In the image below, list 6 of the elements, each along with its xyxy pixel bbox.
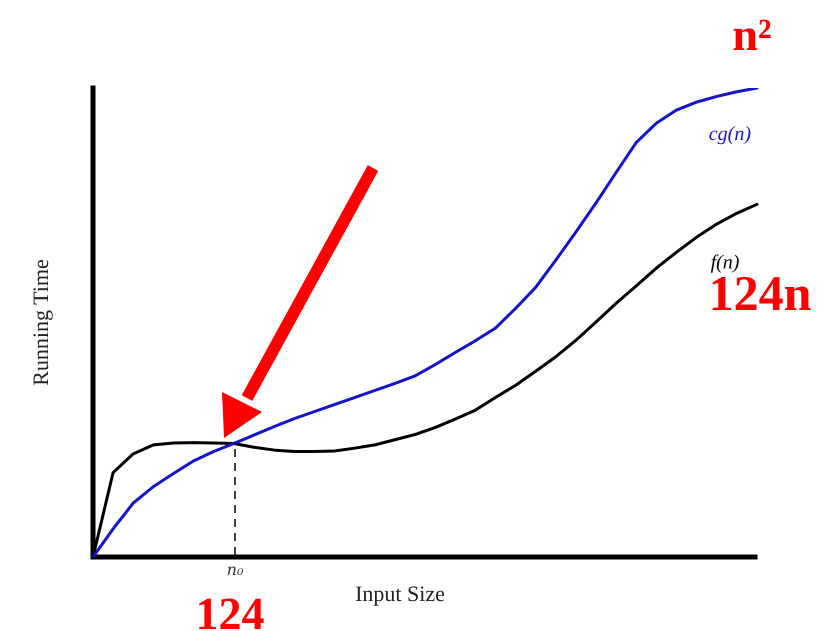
x-axis-title: Input Size (355, 581, 445, 606)
text: n₀ (226, 560, 244, 579)
text: 124 (196, 588, 264, 631)
text: n² (732, 9, 772, 60)
y-axis-title: Running Time (28, 259, 53, 386)
series-label: cg(n) (708, 123, 752, 145)
